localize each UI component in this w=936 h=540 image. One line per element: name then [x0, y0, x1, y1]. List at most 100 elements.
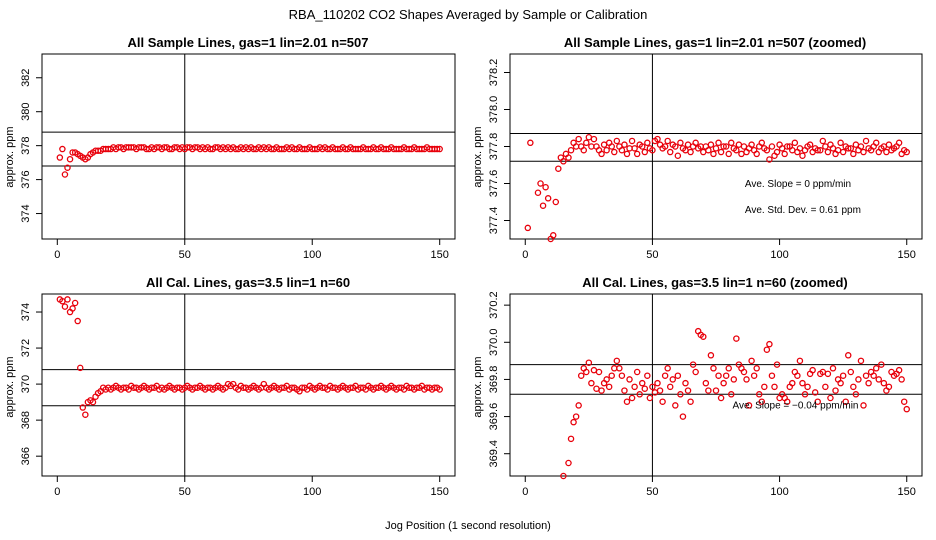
data-point [832, 387, 839, 394]
data-point [636, 391, 643, 398]
panel-cal-lines: All Cal. Lines, gas=3.5 lin=1 n=60 appro… [4, 275, 456, 498]
data-point [664, 137, 671, 145]
data-point [661, 372, 669, 379]
y-tick-label: 369.8 [488, 366, 500, 394]
data-point [844, 145, 852, 152]
data-point [898, 376, 905, 383]
data-point [649, 383, 656, 391]
data-point [725, 150, 732, 158]
data-point [728, 391, 735, 398]
data-point [700, 333, 707, 340]
panel-title: All Sample Lines, gas=1 lin=2.01 n=507 [128, 35, 369, 50]
data-point [549, 232, 557, 239]
data-point [664, 365, 671, 372]
data-point [633, 368, 641, 376]
data-point [659, 398, 666, 405]
data-point [773, 361, 781, 368]
data-point [672, 402, 679, 409]
data-point [763, 146, 771, 154]
plot-frame [509, 293, 923, 477]
y-axis-label: approx. ppm [472, 126, 484, 187]
data-point [852, 391, 860, 398]
data-point [687, 148, 694, 156]
y-tick-label: 369.6 [488, 403, 500, 431]
data-point [761, 383, 768, 391]
data-point [436, 386, 443, 393]
data-point [61, 303, 69, 310]
data-point [878, 361, 885, 368]
data-point [560, 472, 567, 480]
data-point [837, 139, 844, 147]
data-point [56, 154, 64, 161]
x-tick-label: 0 [54, 249, 60, 261]
data-point [59, 145, 66, 153]
data-point [595, 368, 603, 376]
data-point [687, 398, 694, 405]
data-point [722, 143, 730, 150]
data-point [570, 418, 577, 426]
y-tick-label: 378.0 [488, 96, 500, 124]
data-point [768, 372, 776, 379]
data-point [781, 150, 788, 158]
data-point [799, 152, 806, 159]
data-point [623, 398, 631, 405]
x-tick-label: 100 [770, 249, 788, 261]
y-tick-label: 378.2 [488, 59, 500, 87]
data-point [750, 372, 758, 379]
y-tick-label: 377.6 [488, 170, 500, 198]
data-point [534, 189, 542, 196]
data-point [654, 379, 661, 387]
data-point [799, 379, 806, 387]
data-point [598, 387, 605, 394]
data-point [628, 137, 636, 145]
data-point [824, 148, 832, 156]
data-point [79, 404, 87, 411]
data-point [860, 148, 867, 156]
y-tick-label: 369.4 [488, 440, 500, 468]
data-point [872, 139, 880, 147]
data-point [885, 141, 893, 148]
data-point [862, 372, 870, 379]
data-point [860, 402, 867, 409]
data-point [852, 141, 860, 148]
data-point [895, 139, 903, 147]
data-point [565, 154, 572, 161]
stat-annotation: Ave. Slope = −0.04 ppm/min [732, 401, 858, 412]
y-tick-label: 378 [20, 136, 32, 154]
data-point [811, 389, 819, 396]
data-point [903, 148, 910, 156]
data-point [804, 383, 811, 391]
figure-main-title: RBA_110202 CO2 Shapes Averaged by Sample… [289, 7, 648, 22]
data-point [669, 376, 677, 383]
data-point [850, 150, 857, 158]
data-point [789, 379, 796, 387]
y-tick-label: 370 [20, 375, 32, 393]
data-point [613, 137, 621, 145]
data-point [707, 141, 715, 148]
data-point [600, 141, 608, 148]
data-point [689, 361, 697, 368]
data-point [872, 365, 880, 372]
data-point [674, 372, 682, 379]
data-point [567, 146, 575, 154]
data-point [720, 143, 727, 150]
data-point [641, 385, 649, 392]
data-point [875, 376, 883, 383]
data-point [801, 391, 809, 398]
data-point [61, 171, 69, 178]
y-tick-label: 374 [20, 303, 32, 321]
x-tick-label: 150 [898, 486, 916, 498]
data-point [870, 372, 877, 379]
stat-annotation: Ave. Slope = 0 ppm/min [745, 179, 851, 190]
data-point [71, 299, 79, 307]
data-point [880, 379, 888, 387]
data-point [766, 156, 773, 163]
data-point [527, 139, 534, 147]
data-point [783, 143, 791, 150]
data-point [436, 145, 443, 153]
data-point [865, 379, 872, 387]
data-point [583, 139, 590, 147]
data-point [862, 137, 870, 145]
panel-cal-lines-zoomed: All Cal. Lines, gas=3.5 lin=1 n=60 (zoom… [472, 275, 923, 498]
panel-sample-lines-zoomed: All Sample Lines, gas=1 lin=2.01 n=507 (… [472, 35, 923, 261]
